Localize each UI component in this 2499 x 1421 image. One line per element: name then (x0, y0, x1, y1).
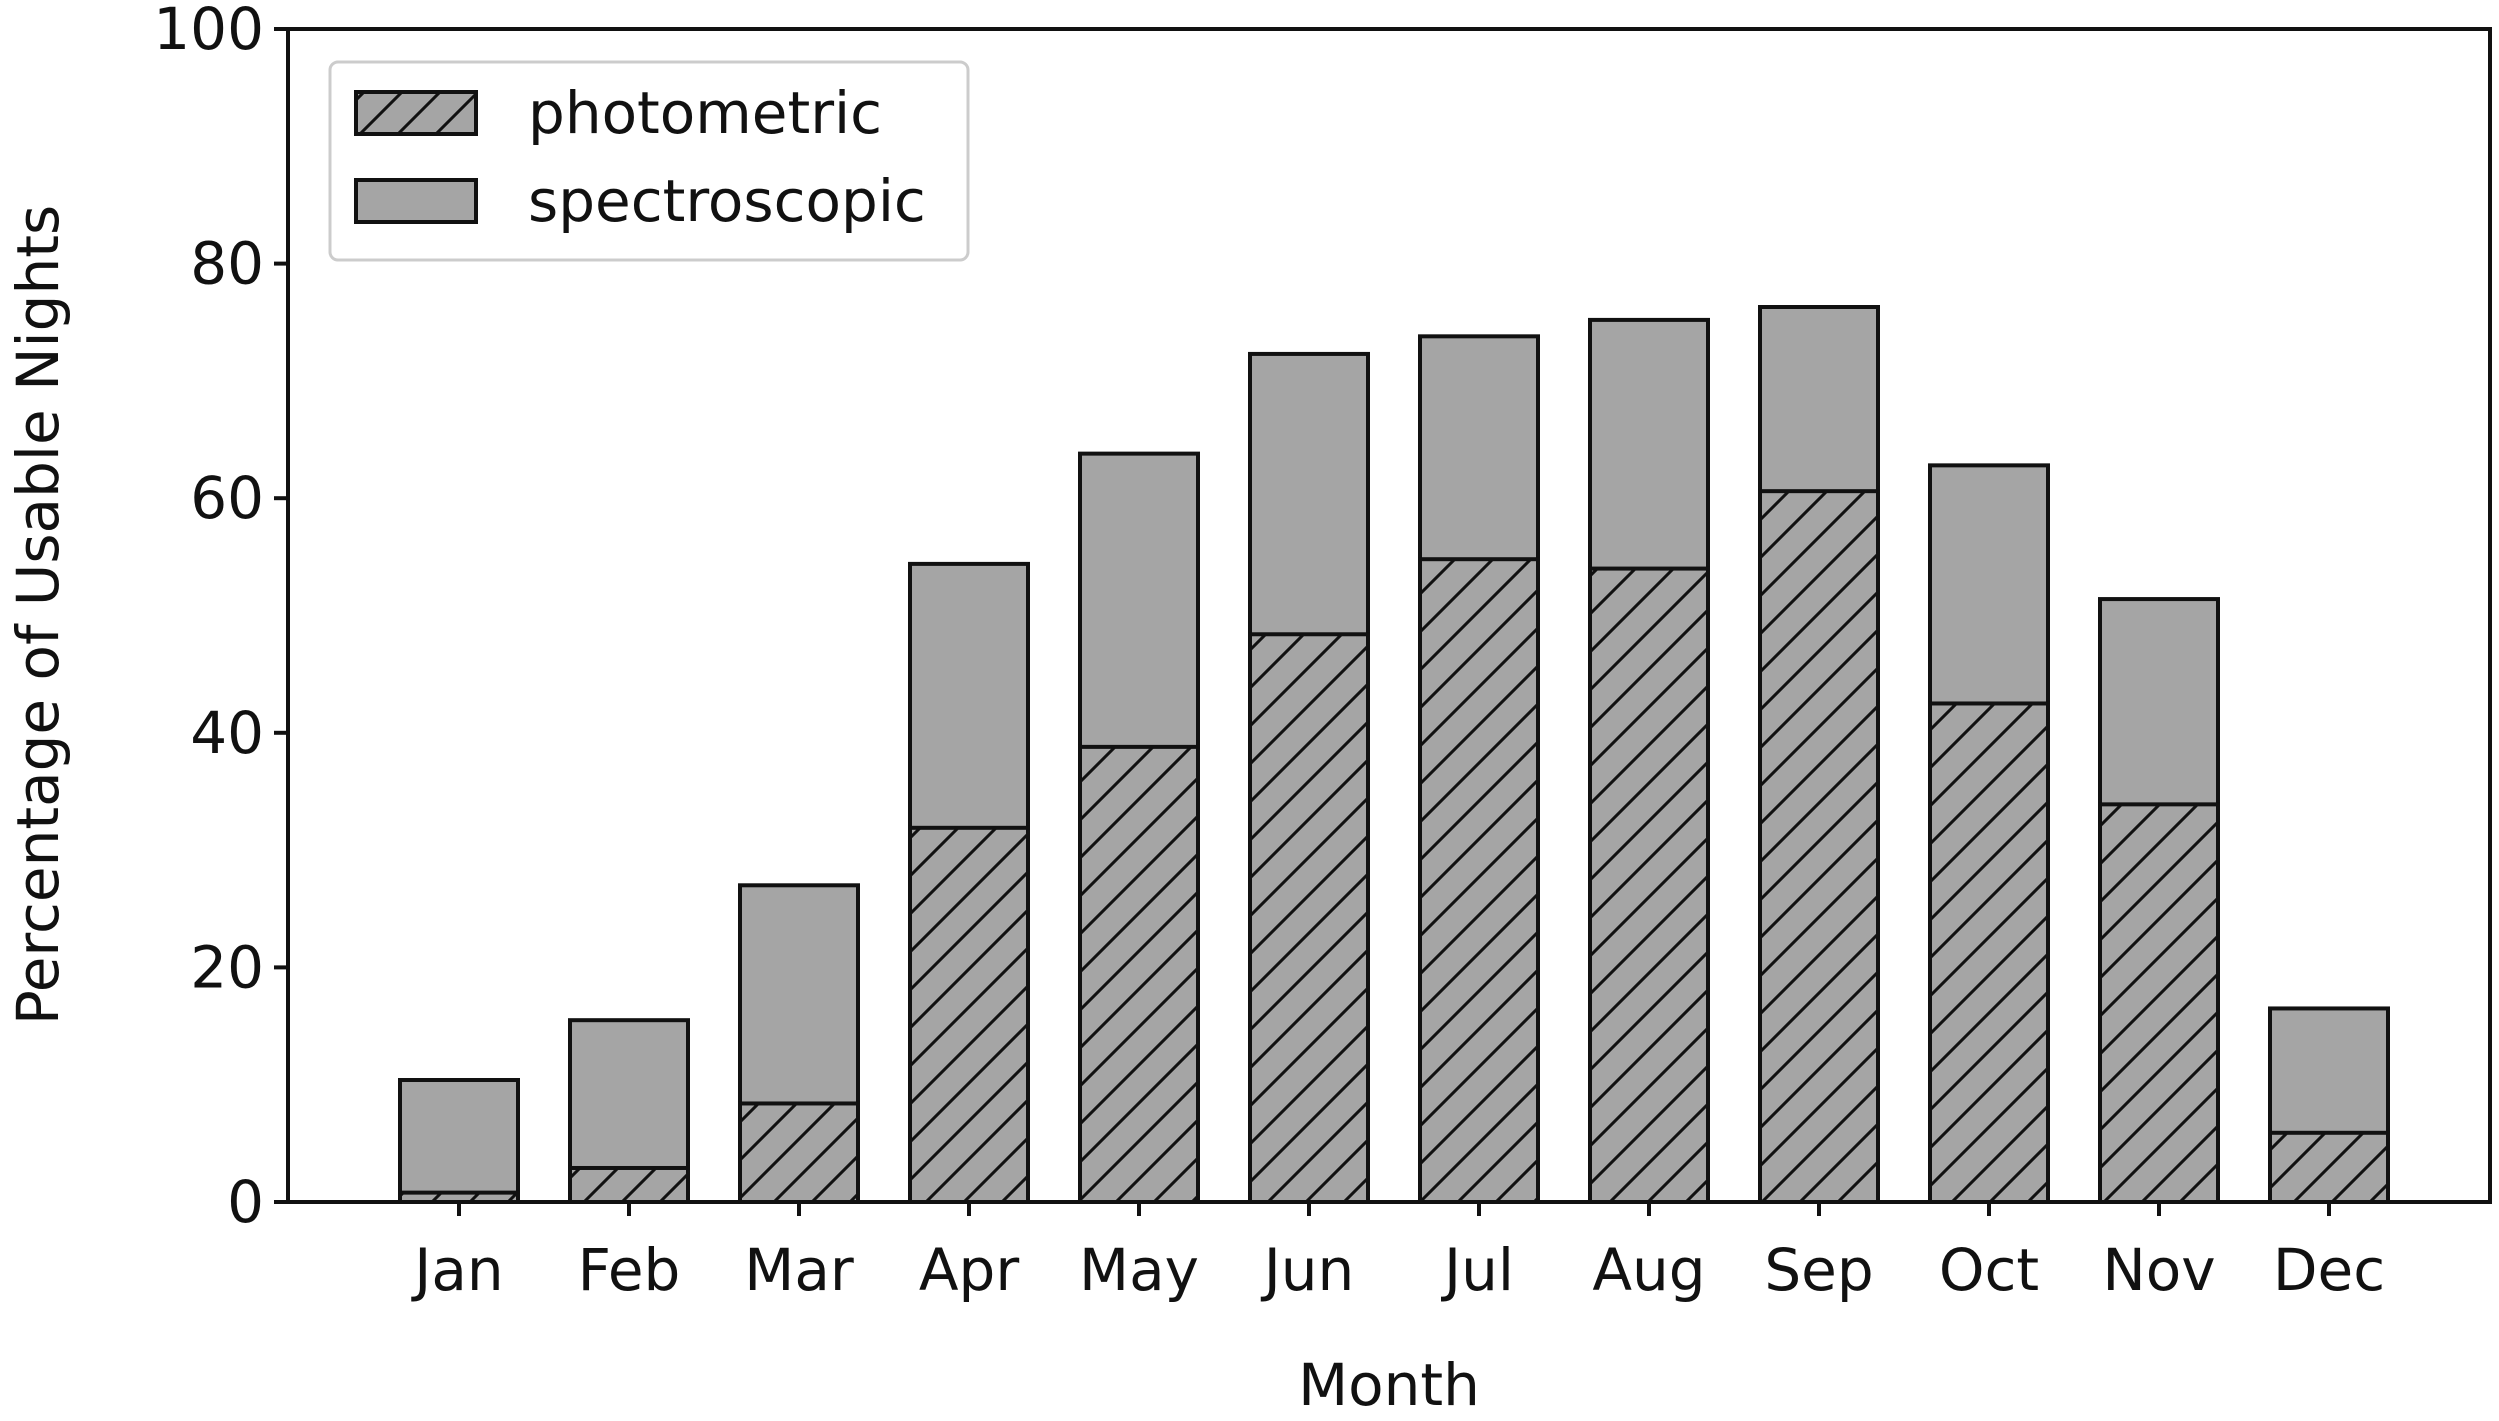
bars-group (398, 305, 2390, 1205)
y-axis: 0 20 40 60 80 100 (153, 0, 288, 1236)
y-tick-label: 20 (190, 933, 264, 1001)
x-tick-label: Jul (1441, 1236, 1514, 1304)
bar-photometric-aug (1588, 566, 1710, 1204)
plot-area-frame (286, 27, 2492, 1204)
bar-photometric-apr (908, 825, 1030, 1204)
x-tick-label: Jan (411, 1236, 503, 1304)
x-tick-label: Sep (1764, 1236, 1873, 1304)
x-tick-label: Feb (578, 1236, 681, 1304)
y-tick-label: 80 (190, 230, 264, 298)
legend-swatch-spectroscopic (354, 178, 478, 224)
x-tick-label: Apr (919, 1236, 1019, 1304)
x-axis: Jan Feb Mar Apr May Jun Jul Aug Sep Oct Nov Dec (411, 1202, 2385, 1304)
bar-photometric-may (1078, 744, 1200, 1204)
y-tick-label: 60 (190, 464, 264, 532)
bar-photometric-mar (738, 1101, 860, 1205)
y-tick-label: 100 (153, 0, 264, 63)
x-tick-label: Dec (2273, 1236, 2385, 1304)
bar-photometric-feb (568, 1165, 690, 1205)
legend-label-photometric: photometric (528, 79, 882, 147)
y-tick-label: 40 (190, 699, 264, 767)
bar-photometric-dec (2268, 1130, 2390, 1204)
legend-label-spectroscopic: spectroscopic (528, 167, 926, 235)
legend-swatch-photometric (354, 90, 478, 136)
legend-frame (328, 60, 970, 262)
x-tick-label: May (1079, 1236, 1199, 1304)
bar-photometric-jul (1418, 557, 1540, 1204)
bar-photometric-sep (1758, 489, 1880, 1204)
bar-spectroscopic-jan (398, 1078, 520, 1205)
x-tick-label: Jun (1261, 1236, 1355, 1304)
x-tick-label: Oct (1939, 1236, 2039, 1304)
x-axis-label: Month (1298, 1351, 1480, 1419)
bar-photometric-jun (1248, 632, 1370, 1204)
bar-photometric-oct (1928, 701, 2050, 1204)
y-axis-label: Percentage of Usable Nights (4, 205, 72, 1025)
x-tick-label: Aug (1592, 1236, 1705, 1304)
legend: photometric spectroscopic (328, 60, 970, 262)
y-tick-label: 0 (227, 1168, 264, 1236)
x-tick-label: Nov (2102, 1236, 2215, 1304)
bar-photometric-nov (2098, 802, 2220, 1205)
x-tick-label: Mar (744, 1236, 854, 1304)
